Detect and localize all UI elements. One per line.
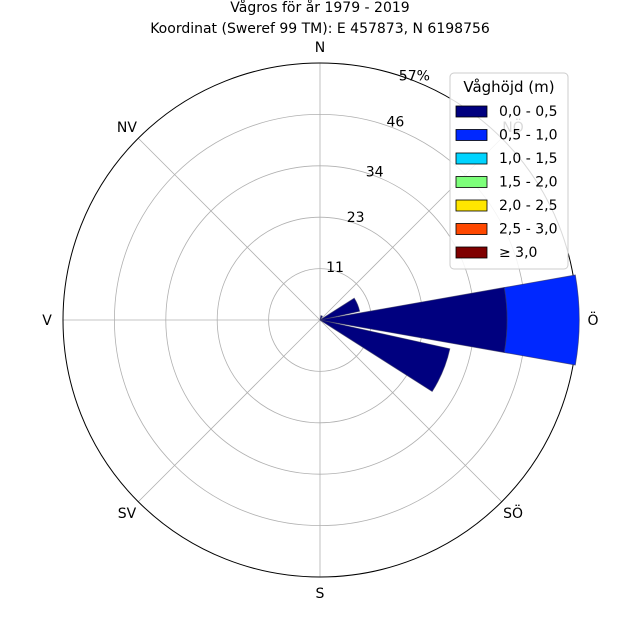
legend-label-0: 0,0 - 0,5 bbox=[499, 104, 557, 120]
legend-title: Våghöjd (m) bbox=[463, 78, 554, 96]
direction-label-Ö: Ö bbox=[587, 311, 598, 329]
radial-tick-1: 23 bbox=[347, 210, 365, 226]
legend-swatch-1 bbox=[455, 129, 488, 141]
legend-swatch-5 bbox=[455, 223, 488, 235]
legend-label-3: 1,5 - 2,0 bbox=[499, 175, 557, 191]
radial-tick-4: 57% bbox=[399, 69, 430, 85]
direction-label-N: N bbox=[315, 40, 325, 56]
legend-label-2: 1,0 - 1,5 bbox=[499, 151, 557, 167]
bar-112.5-0 bbox=[319, 319, 451, 393]
bar-67.5-0 bbox=[319, 297, 361, 321]
chart-subtitle: Koordinat (Sweref 99 TM): E 457873, N 61… bbox=[150, 21, 490, 37]
rose-bars bbox=[319, 274, 580, 393]
direction-label-S: S bbox=[316, 586, 325, 602]
radial-tick-0: 11 bbox=[326, 260, 344, 276]
legend: Våghöjd (m) 0,0 - 0,5 0,5 - 1,0 1,0 - 1,5 1… bbox=[449, 72, 569, 270]
radial-tick-labels: 11 23 34 46 57% bbox=[326, 69, 430, 277]
grid-spoke-3 bbox=[319, 319, 503, 503]
direction-label-SV: SV bbox=[118, 506, 137, 522]
radial-tick-3: 46 bbox=[386, 114, 404, 130]
legend-box bbox=[449, 72, 569, 270]
radial-tick-2: 34 bbox=[366, 164, 384, 180]
legend-label-6: ≥ 3,0 bbox=[499, 245, 537, 261]
legend-label-4: 2,0 - 2,5 bbox=[499, 198, 557, 214]
chart-title: Vågros för år 1979 - 2019 bbox=[230, 0, 409, 16]
grid-spoke-5 bbox=[137, 319, 321, 503]
bar-22.5-0 bbox=[319, 315, 323, 321]
legend-swatch-3 bbox=[455, 176, 488, 188]
legend-swatch-6 bbox=[455, 246, 488, 259]
grid-spoke-7 bbox=[137, 137, 321, 321]
direction-label-V: V bbox=[42, 313, 52, 329]
legend-swatch-4 bbox=[455, 199, 488, 212]
direction-label-NV: NV bbox=[117, 120, 137, 136]
direction-label-SÖ: SÖ bbox=[503, 504, 523, 522]
bar-90-1 bbox=[503, 274, 580, 366]
legend-label-1: 0,5 - 1,0 bbox=[499, 128, 557, 144]
legend-swatch-2 bbox=[455, 152, 488, 165]
legend-label-5: 2,5 - 3,0 bbox=[499, 222, 557, 238]
legend-swatch-0 bbox=[455, 105, 488, 118]
